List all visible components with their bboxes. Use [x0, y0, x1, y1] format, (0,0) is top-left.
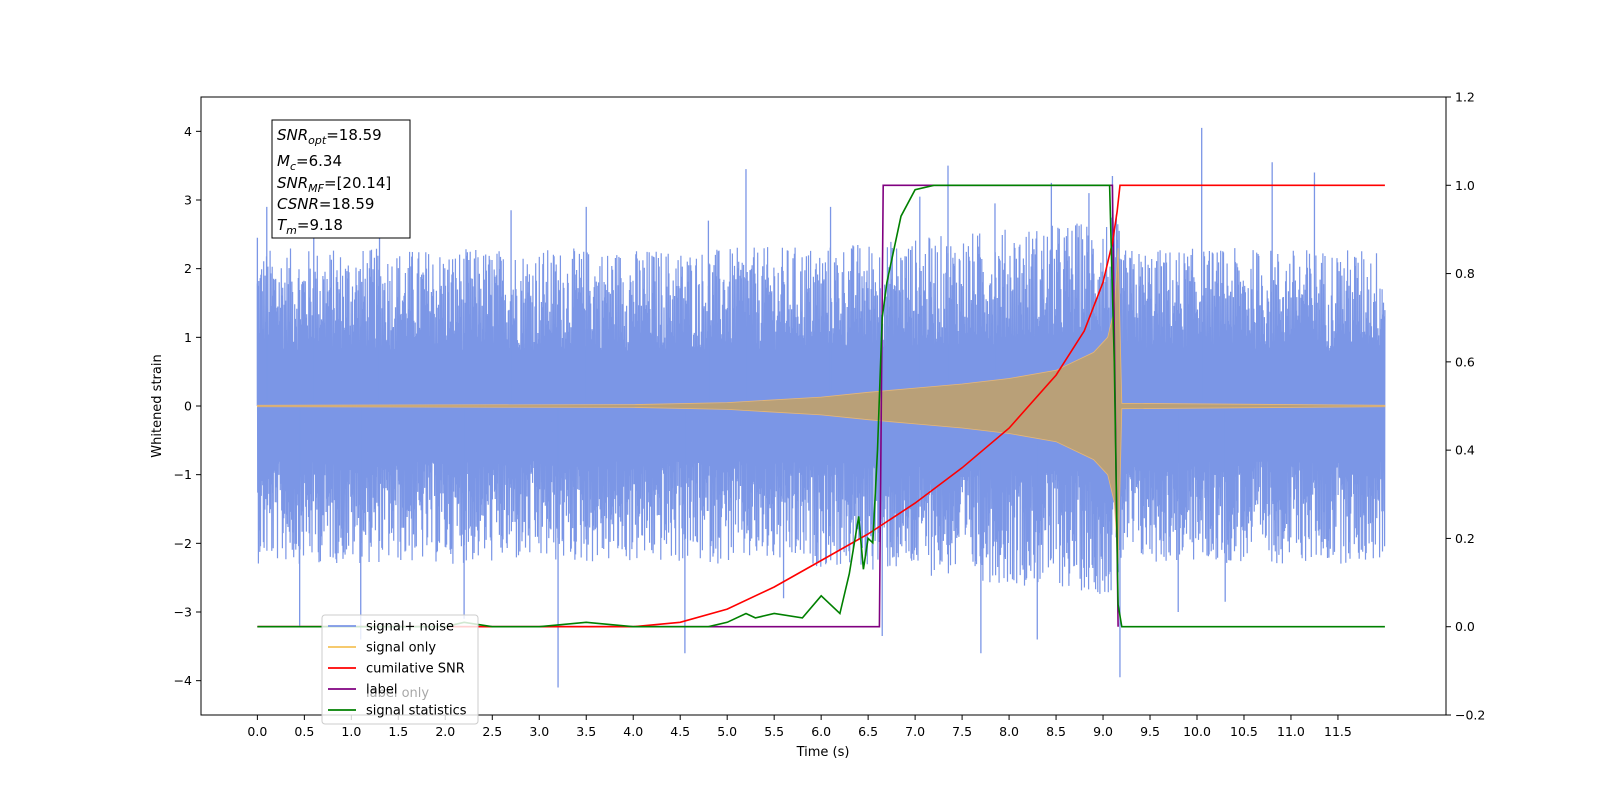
tm-subscript: m: [286, 224, 297, 237]
snr-opt-value: =18.59: [326, 126, 382, 144]
x-tick-label: 8.5: [1046, 724, 1066, 739]
legend-label: cumilative SNR: [366, 662, 465, 677]
plot-area: [256, 127, 1386, 688]
series-cumilative-snr: [257, 184, 1385, 628]
left-tick-label: −2: [174, 536, 192, 551]
x-tick-label: 11.0: [1277, 724, 1305, 739]
x-tick-label: 4.5: [670, 724, 690, 739]
right-tick-label: −0.2: [1455, 708, 1485, 723]
plot-series: [256, 127, 1386, 688]
snr-opt-symbol: SNR: [277, 126, 308, 144]
left-tick-label: −3: [174, 605, 192, 620]
series-signal-only: [256, 248, 1386, 564]
legend-entry: signal statistics: [328, 704, 467, 719]
tm-value: =9.18: [297, 216, 343, 234]
x-tick-label: 2.5: [482, 724, 502, 739]
legend-entry: signal+ noise: [328, 620, 454, 635]
x-tick-label: 1.0: [341, 724, 361, 739]
series-signal-statistics: [257, 184, 1385, 628]
snr-mf-symbol: SNR: [277, 174, 308, 192]
x-tick-label: 6.0: [811, 724, 831, 739]
left-tick-label: 0: [184, 399, 192, 414]
annotation-border: [271, 119, 411, 239]
legend-entries: signal+ noise signal only cumilative SNR la…: [328, 620, 467, 719]
x-tick-label: 8.0: [999, 724, 1019, 739]
legend-entry: label: [328, 683, 397, 698]
mc-value: =6.34: [296, 152, 342, 170]
left-tick-label: 1: [184, 330, 192, 345]
mc-subscript: c: [290, 160, 296, 173]
x-axis: 0.0 0.5 1.0 1.5 2.0 2.5 3.0 3.5 4.0 4.5 5.0 5.5 6.0 6…: [247, 715, 1352, 739]
x-tick-label: 10.0: [1183, 724, 1211, 739]
right-tick-label: 0.0: [1455, 619, 1475, 634]
x-tick-label: 2.0: [435, 724, 455, 739]
legend-label: signal only: [366, 641, 436, 656]
tm-symbol: T: [277, 216, 288, 234]
annotation-csnr: CSNR=18.59: [277, 195, 374, 213]
left-tick-label: 2: [184, 261, 192, 276]
x-tick-label: 3.5: [576, 724, 596, 739]
left-tick-label: −1: [174, 467, 192, 482]
legend: signal+ noise signal only cumilative SNR la…: [321, 614, 479, 725]
right-y-axis: −0.2 0.0 0.2 0.4 0.6 0.8 1.0 1.2: [1446, 90, 1485, 723]
legend-entry: signal only: [328, 641, 436, 656]
snr-opt-subscript: opt: [308, 134, 327, 147]
annotation-tm: Tm=9.18: [277, 216, 343, 237]
legend-box: [321, 614, 479, 725]
csnr-value: =18.59: [319, 195, 375, 213]
series-signal-noise: [256, 214, 1386, 594]
x-tick-label: 9.0: [1093, 724, 1113, 739]
legend-entry: label only: [366, 686, 429, 701]
x-tick-label: 6.5: [858, 724, 878, 739]
metrics-annotation: SNRopt=18.59 Mc=6.34 SNRMF=[20.14] CSNR=…: [271, 119, 411, 239]
x-tick-label: 7.0: [905, 724, 925, 739]
mc-symbol: M: [277, 152, 290, 170]
x-tick-label: 0.5: [294, 724, 314, 739]
x-tick-label: 3.0: [529, 724, 549, 739]
x-tick-label: 10.5: [1230, 724, 1258, 739]
right-tick-label: 1.2: [1455, 90, 1475, 105]
right-tick-label: 0.4: [1455, 443, 1475, 458]
x-tick-label: 0.0: [247, 724, 267, 739]
left-tick-label: 4: [184, 124, 192, 139]
x-tick-label: 11.5: [1324, 724, 1352, 739]
annotation-snr-opt: SNRopt=18.59: [277, 126, 382, 147]
x-axis-label: Time (s): [796, 745, 850, 760]
right-tick-label: 0.6: [1455, 354, 1475, 369]
left-tick-label: 3: [184, 193, 192, 208]
legend-label: signal+ noise: [366, 620, 454, 635]
legend-label: label: [366, 683, 397, 698]
legend-label-overlap: label only: [366, 686, 429, 701]
x-tick-label: 5.0: [717, 724, 737, 739]
x-tick-label: 4.0: [623, 724, 643, 739]
legend-label: signal statistics: [366, 704, 467, 719]
x-tick-label: 9.5: [1140, 724, 1160, 739]
right-tick-label: 0.2: [1455, 531, 1475, 546]
legend-entry: cumilative SNR: [328, 662, 465, 677]
left-y-axis: −4 −3 −2 −1 0 1 2 3 4: [174, 124, 201, 688]
annotation-mc: Mc=6.34: [277, 152, 342, 173]
x-tick-label: 5.5: [764, 724, 784, 739]
csnr-symbol: CSNR: [277, 195, 319, 213]
annotation-snr-mf: SNRMF=[20.14]: [277, 174, 391, 195]
x-tick-label: 7.5: [952, 724, 972, 739]
snr-mf-subscript: MF: [308, 182, 324, 195]
right-tick-label: 0.8: [1455, 266, 1475, 281]
right-tick-label: 1.0: [1455, 178, 1475, 193]
x-tick-label: 1.5: [388, 724, 408, 739]
y-axis-label: Whitened strain: [150, 354, 165, 457]
left-tick-label: −4: [174, 673, 192, 688]
snr-mf-value: =[20.14]: [324, 174, 391, 192]
